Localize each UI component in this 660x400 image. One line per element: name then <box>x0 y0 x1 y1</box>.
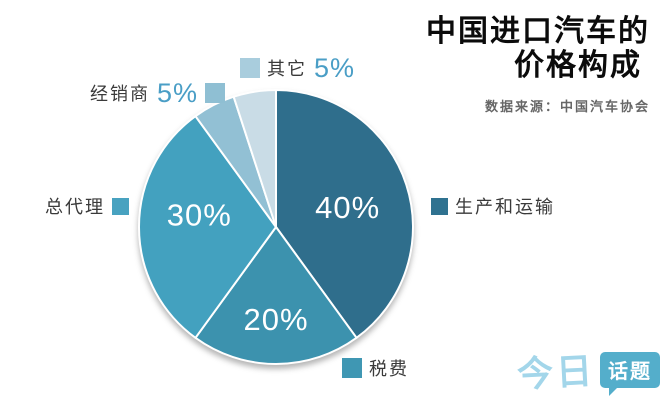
pie-slice-2 <box>194 226 358 366</box>
dealer-label: 经销商 <box>90 84 150 104</box>
legend-item-agent: 总代理 <box>45 194 129 218</box>
tax-label: 税费 <box>369 359 409 379</box>
other-percent: 5% <box>314 52 356 83</box>
pie-slice-value-3: 30% <box>167 198 232 233</box>
legend-item-other: 其它 5% <box>240 53 355 83</box>
pie-slice-5 <box>232 89 277 228</box>
data-source-caption: 数据来源：中国汽车协会 <box>484 99 650 114</box>
agent-label: 总代理 <box>45 197 105 217</box>
dealer-percent: 5% <box>157 77 199 108</box>
pie-chart: 40% 20% 30% <box>138 89 414 366</box>
pie-slice-value-2: 20% <box>243 302 308 337</box>
pie-slice-3 <box>138 115 277 339</box>
other-label: 其它 <box>267 59 307 79</box>
logo-bubble-text: 话题 <box>600 352 660 396</box>
dealer-legend-marker <box>205 83 226 103</box>
production-label: 生产和运输 <box>455 197 555 217</box>
logo-script-text: 今日 <box>516 349 597 396</box>
production-legend-marker <box>431 197 448 215</box>
tax-legend-marker <box>342 358 362 378</box>
brand-logo: 今日 话题 <box>516 344 660 396</box>
pie-slice-1 <box>275 89 414 339</box>
legend-item-tax: 税费 <box>342 353 409 383</box>
pie-slice-value-1: 40% <box>315 190 380 225</box>
page-title-line2: 价格构成 <box>514 49 642 82</box>
title-block: 中国进口汽车的 价格构成 数据来源：中国汽车协会 <box>426 15 650 115</box>
other-legend-marker <box>240 58 260 78</box>
legend-item-production: 生产和运输 <box>431 194 555 218</box>
agent-legend-marker <box>112 197 129 215</box>
page-title-line1: 中国进口汽车的 <box>426 15 650 48</box>
legend-item-dealer: 经销商 5% <box>90 77 226 108</box>
